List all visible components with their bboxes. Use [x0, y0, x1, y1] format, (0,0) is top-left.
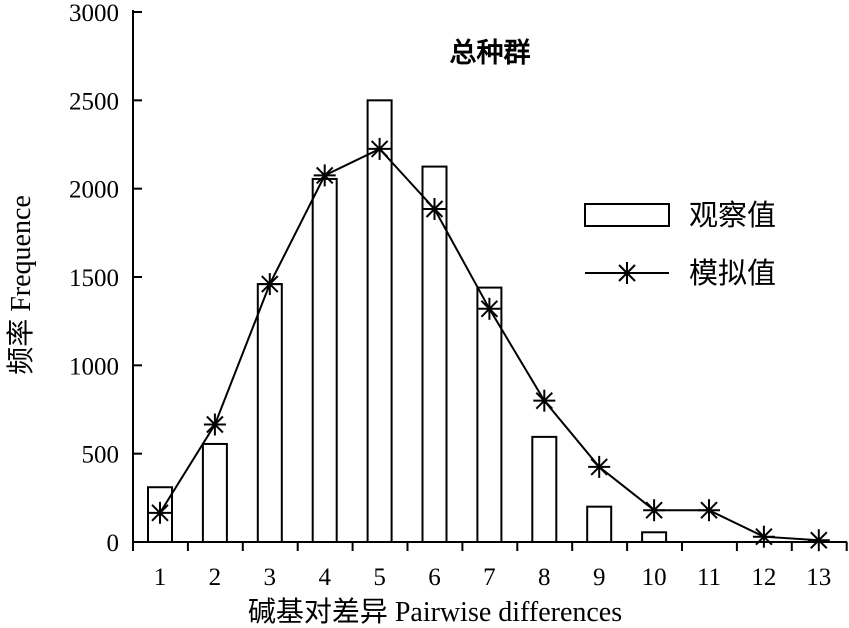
y-tick-label-3000: 3000 [69, 0, 119, 27]
y-tick-label-1500: 1500 [69, 265, 119, 292]
legend-label-simulated: 模拟值 [689, 257, 776, 290]
marker-simulated-13 [807, 529, 830, 552]
x-tick-label-6: 6 [428, 564, 441, 591]
x-tick-label-5: 5 [373, 564, 386, 591]
x-tick-label-4: 4 [318, 564, 331, 591]
chart-title: 总种群 [450, 38, 531, 68]
bar-observed-5 [366, 99, 393, 543]
marker-simulated-4 [313, 164, 336, 187]
y-tick-label-500: 500 [82, 442, 120, 469]
x-tick-label-9: 9 [593, 564, 606, 591]
x-tick-label-7: 7 [483, 564, 496, 591]
marker-simulated-6 [423, 197, 446, 220]
y-tick-label-2000: 2000 [69, 177, 119, 204]
bar-observed-3 [256, 283, 283, 543]
x-tick-label-11: 11 [697, 564, 721, 591]
x-tick-label-1: 1 [154, 564, 167, 591]
marker-simulated-1 [149, 501, 171, 524]
marker-simulated-2 [203, 413, 226, 436]
marker-simulated-9 [588, 455, 611, 478]
marker-simulated-5 [368, 137, 391, 160]
marker-simulated-8 [533, 389, 556, 412]
y-axis-title: 频率 Frequence [5, 195, 37, 375]
x-tick-label-8: 8 [538, 564, 551, 591]
marker-simulated-7 [478, 297, 501, 320]
x-tick-label-12: 12 [751, 564, 776, 591]
y-tick-label-2500: 2500 [69, 88, 119, 115]
bar-observed-7 [476, 286, 503, 543]
bar-observed-2 [201, 442, 228, 544]
bar-observed-4 [311, 177, 338, 543]
bar-observed-10 [641, 531, 668, 543]
marker-simulated-12 [752, 525, 775, 548]
bar-observed-8 [531, 435, 558, 543]
marker-simulated-3 [258, 273, 281, 296]
legend: 观察值 模拟值 [584, 199, 776, 290]
x-tick-label-10: 10 [642, 564, 667, 591]
bar-observed-9 [586, 505, 613, 543]
x-tick-label-2: 2 [209, 564, 222, 591]
y-tick-label-0: 0 [107, 530, 120, 557]
legend-label-observed: 观察值 [689, 199, 776, 232]
x-tick-label-13: 13 [806, 564, 831, 591]
legend-bar-swatch [584, 203, 670, 227]
marker-simulated-11 [698, 499, 720, 522]
marker-simulated-10 [643, 499, 666, 522]
y-tick-label-1000: 1000 [69, 353, 119, 380]
x-tick-label-3: 3 [264, 564, 277, 591]
x-axis-title: 碱基对差异 Pairwise differences [248, 596, 622, 628]
legend-asterisk-marker [616, 262, 638, 284]
